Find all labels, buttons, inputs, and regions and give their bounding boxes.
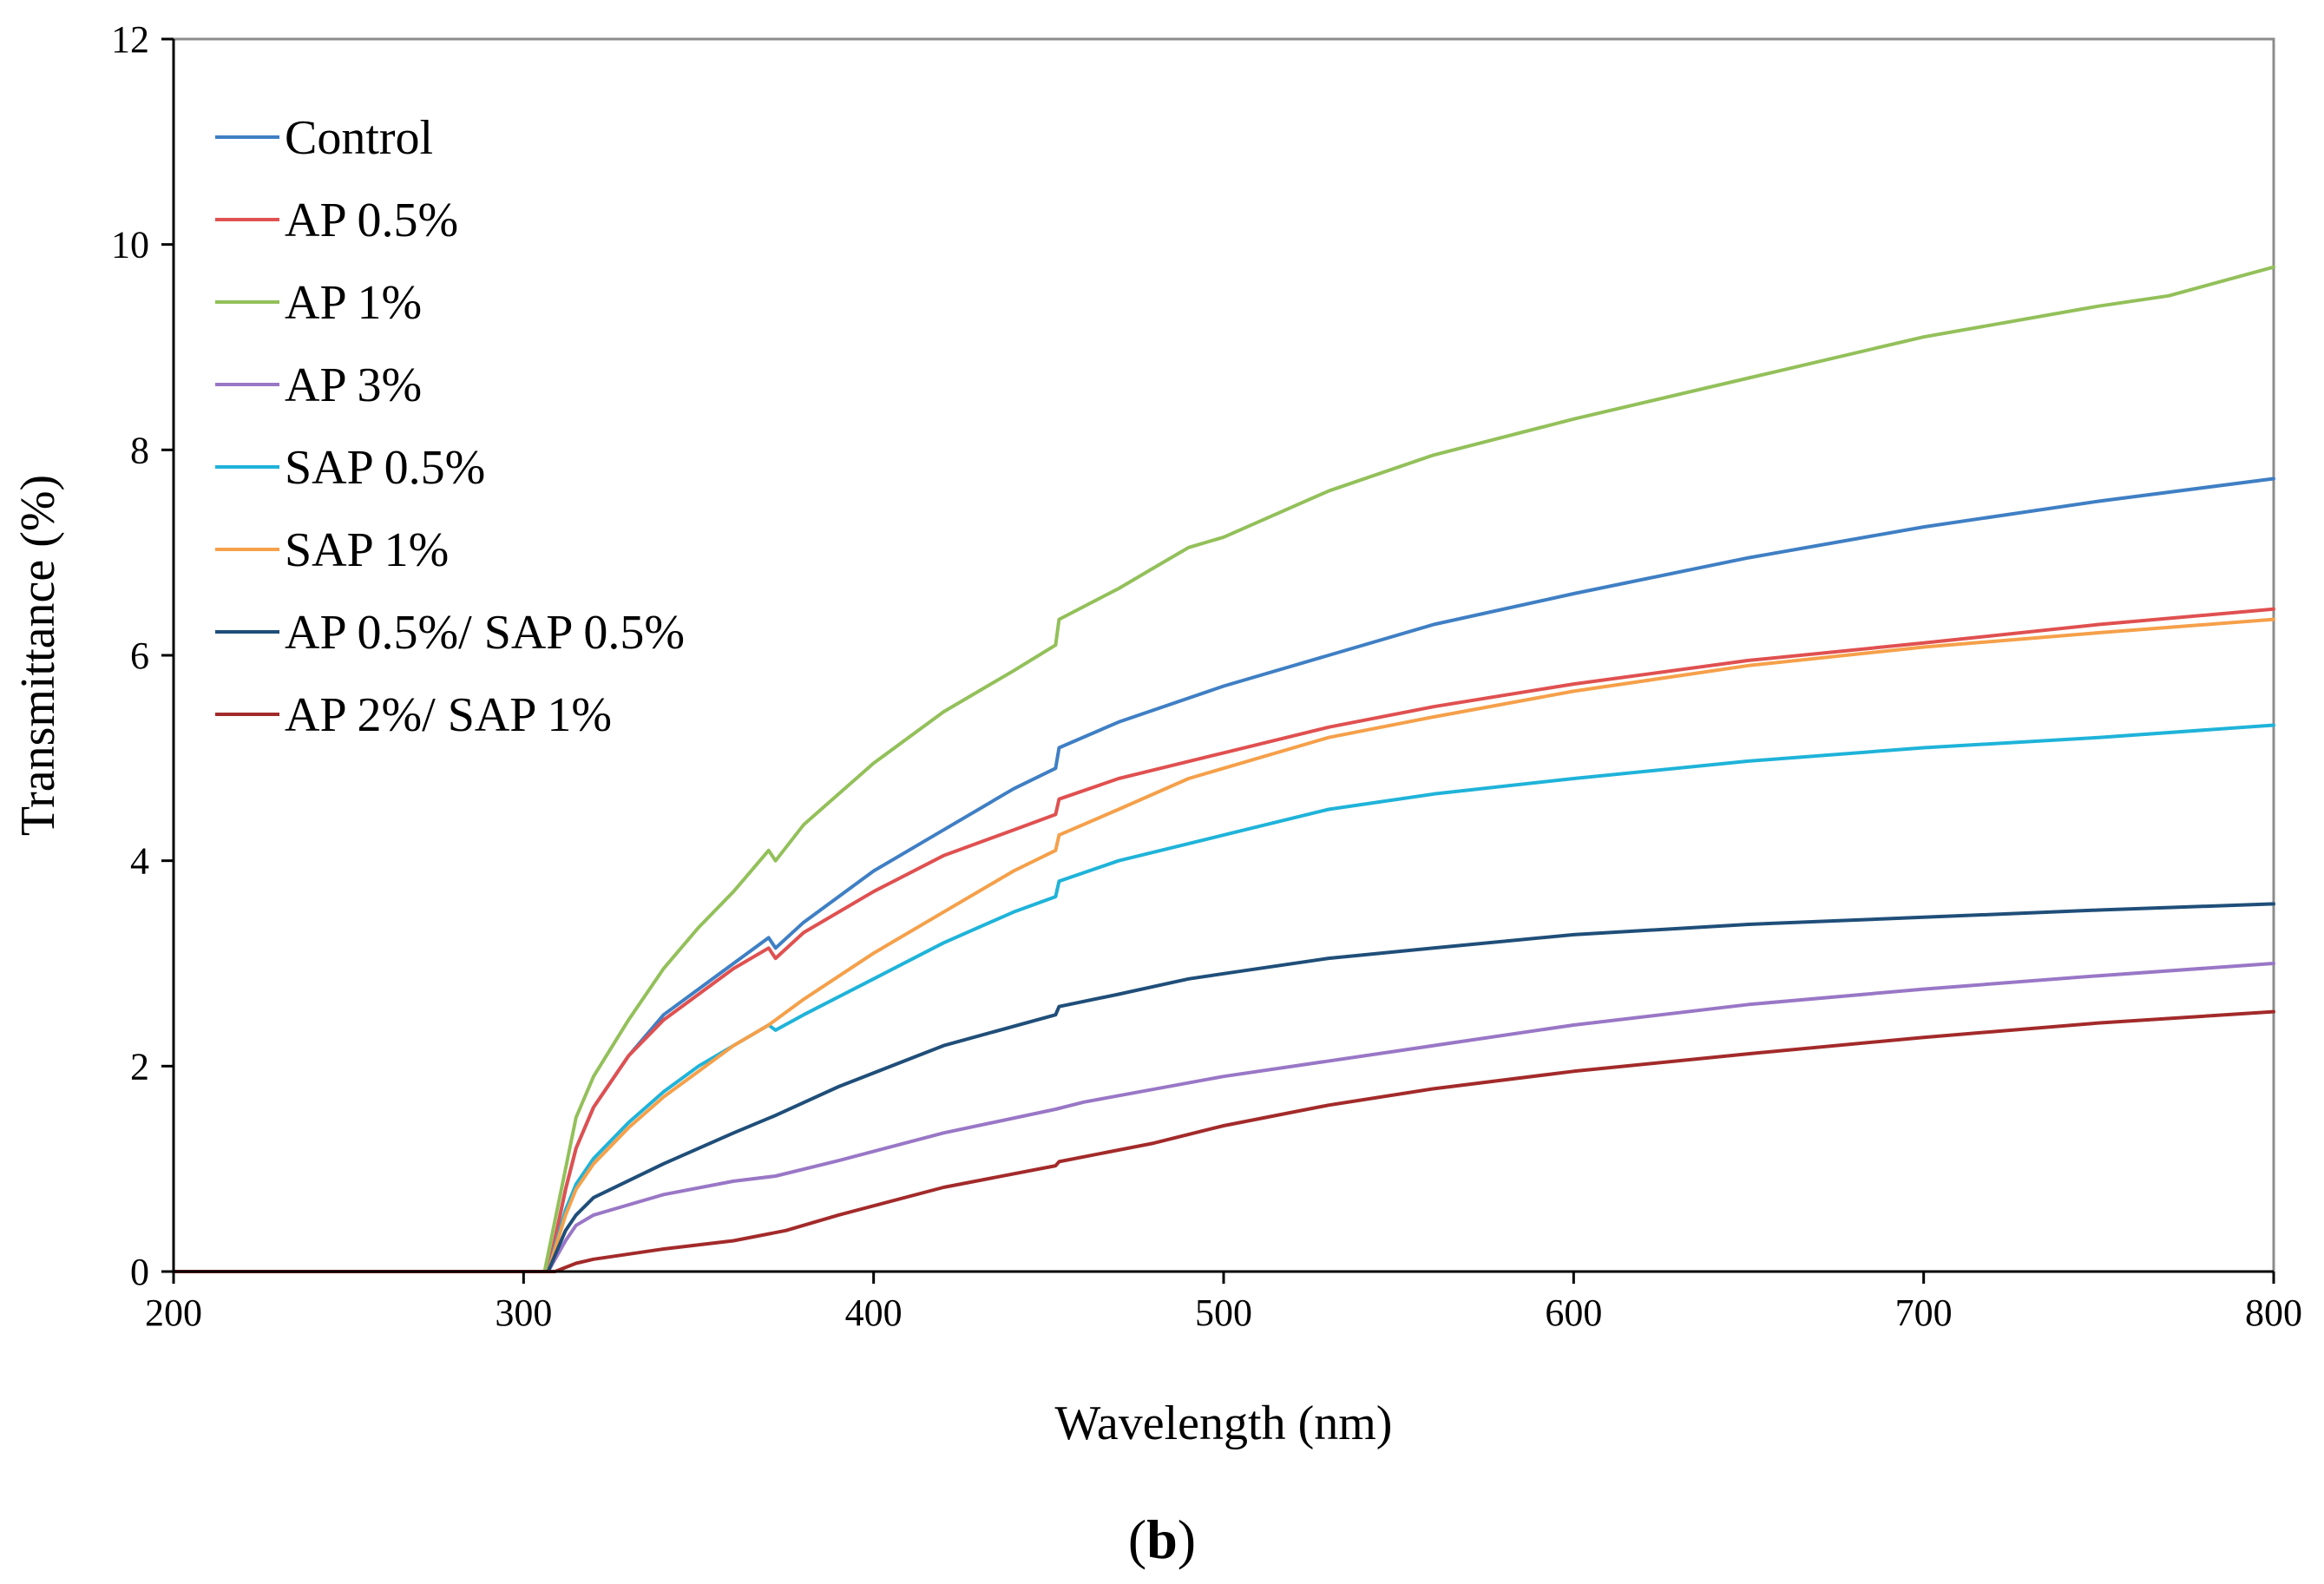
y-tick-label: 12 <box>111 18 149 61</box>
legend-label-3: AP 3% <box>285 358 422 412</box>
x-axis-label: Wavelength (nm) <box>1055 1397 1393 1450</box>
series-line-4 <box>172 723 2275 1273</box>
x-tick-label: 300 <box>495 1292 552 1334</box>
legend-label-1: AP 0.5% <box>285 194 458 247</box>
y-tick-label: 4 <box>130 840 149 883</box>
y-tick-label: 2 <box>130 1045 149 1088</box>
x-tick-label: 200 <box>145 1292 202 1334</box>
x-tick-label: 400 <box>845 1292 903 1334</box>
x-tick-label: 800 <box>2245 1292 2302 1334</box>
legend-label-0: Control <box>285 111 433 165</box>
plot-area <box>172 37 2275 1273</box>
panel-letter: b <box>1146 1508 1178 1570</box>
y-tick-label: 6 <box>130 634 149 677</box>
legend-label-4: SAP 0.5% <box>285 441 485 495</box>
y-tick-label: 8 <box>130 429 149 471</box>
series-line-1 <box>172 607 2275 1273</box>
legend-label-6: AP 0.5%/ SAP 0.5% <box>285 606 685 660</box>
series-group <box>172 265 2275 1273</box>
x-ticks: 200 300 400 500 600 700 800 <box>145 1272 2302 1334</box>
y-axis-label: Transmittance (%) <box>11 475 65 836</box>
series-line-7 <box>172 1009 2275 1273</box>
series-line-3 <box>172 962 2275 1273</box>
series-line-5 <box>172 617 2275 1273</box>
y-tick-label: 10 <box>111 224 149 266</box>
legend-label-2: AP 1% <box>285 276 422 330</box>
y-tick-label: 0 <box>130 1251 149 1293</box>
x-tick-label: 500 <box>1195 1292 1252 1334</box>
panel-label: (b) <box>1128 1508 1196 1570</box>
x-tick-label: 600 <box>1545 1292 1602 1334</box>
x-tick-label: 700 <box>1895 1292 1953 1334</box>
legend-label-7: AP 2%/ SAP 1% <box>285 688 612 742</box>
legend: Control AP 0.5% AP 1% AP 3% SAP 0.5% SAP 1% AP… <box>215 111 685 742</box>
y-ticks: 0 2 4 6 8 10 12 <box>111 18 174 1293</box>
series-line-6 <box>172 902 2275 1273</box>
series-line-2 <box>172 265 2275 1273</box>
legend-label-5: SAP 1% <box>285 523 449 577</box>
